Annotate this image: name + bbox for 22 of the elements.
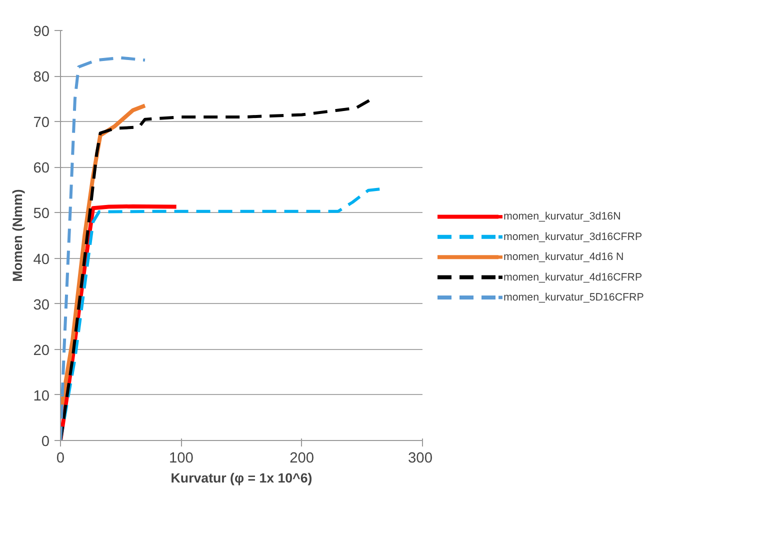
y-axis-title: Momen (Nmm) [10,189,26,282]
y-tick-label: 30 [33,297,50,314]
legend-label: momen_kurvatur_3d16CFRP [504,230,642,243]
y-tick-label: 10 [33,388,50,404]
legend-label: momen_kurvatur_4d16CFRP [504,271,642,284]
y-tick-label: 70 [33,115,50,132]
x-tick-label: 300 [408,450,433,466]
y-tick-label: 40 [33,252,50,268]
legend-label: momen_kurvatur_5D16CFRP [504,291,644,304]
line-series [60,56,146,440]
x-tick-label: 200 [290,450,314,466]
y-tick-label: 0 [41,434,50,450]
y-tick-label: 60 [33,160,50,177]
y-tick-label: 50 [33,206,50,222]
x-axis-title: Kurvatur (φ = 1x 10^6) [170,470,312,486]
legend-label: momen_kurvatur_3d16N [504,210,621,223]
y-tick-label: 80 [33,70,50,86]
y-tick-label: 20 [33,342,50,359]
x-tick-label: 100 [168,450,194,466]
x-tick-label: 0 [56,450,65,466]
y-tick-label: 90 [33,24,50,40]
legend-label: momen_kurvatur_4d16 N [504,251,624,264]
